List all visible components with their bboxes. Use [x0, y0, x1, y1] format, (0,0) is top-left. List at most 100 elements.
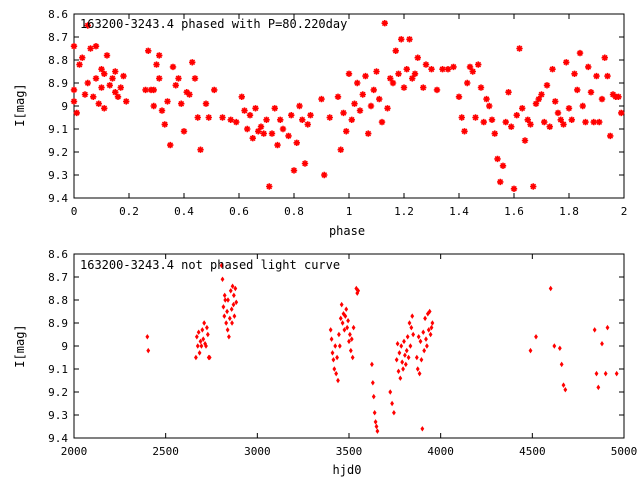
phased-data-point — [244, 126, 250, 132]
phased-data-point — [285, 133, 291, 139]
phased-data-point — [343, 128, 349, 134]
canvas-background — [0, 0, 640, 480]
phased-data-point — [93, 43, 99, 49]
phased-data-point — [552, 98, 558, 104]
phased-y-tick-label: 8.8 — [48, 54, 68, 67]
phased-data-point — [549, 66, 555, 72]
phased-data-point — [156, 75, 162, 81]
phased-data-point — [503, 119, 509, 125]
phased-data-point — [294, 140, 300, 146]
phased-data-point — [74, 110, 80, 116]
unphased-x-tick-label: 3500 — [336, 445, 363, 458]
phased-data-point — [577, 50, 583, 56]
phased-data-point — [464, 80, 470, 86]
phased-data-point — [189, 59, 195, 65]
phased-data-point — [530, 183, 536, 189]
phased-data-point — [261, 130, 267, 136]
phased-data-point — [376, 96, 382, 102]
phased-x-tick-label: 1.8 — [559, 205, 579, 218]
phased-data-point — [544, 82, 550, 88]
unphased-y-tick-label: 8.8 — [48, 294, 68, 307]
phased-data-point — [618, 110, 624, 116]
phased-data-point — [170, 64, 176, 70]
phased-data-point — [585, 64, 591, 70]
phased-data-point — [470, 68, 476, 74]
phased-data-point — [274, 142, 280, 148]
phased-data-point — [492, 130, 498, 136]
phased-data-point — [327, 114, 333, 120]
phased-data-point — [159, 107, 165, 113]
phased-data-point — [395, 71, 401, 77]
phased-y-tick-label: 9.1 — [48, 123, 68, 136]
phased-data-point — [219, 114, 225, 120]
phased-data-point — [481, 119, 487, 125]
unphased-x-tick-label: 4500 — [519, 445, 546, 458]
phased-data-point — [109, 75, 115, 81]
phased-data-point — [186, 91, 192, 97]
phased-data-point — [296, 103, 302, 109]
phased-data-point — [404, 66, 410, 72]
phased-data-point — [96, 101, 102, 107]
phased-data-point — [519, 105, 525, 111]
unphased-y-tick-label: 9.1 — [48, 363, 68, 376]
phased-data-point — [456, 94, 462, 100]
unphased-y-axis-label: I[mag] — [13, 324, 27, 367]
phased-y-tick-label: 9.2 — [48, 146, 68, 159]
phased-data-point — [599, 96, 605, 102]
phased-data-point — [280, 126, 286, 132]
phased-data-point — [346, 71, 352, 77]
phased-data-point — [486, 103, 492, 109]
phased-data-point — [428, 66, 434, 72]
phased-data-point — [580, 103, 586, 109]
phased-data-point — [362, 73, 368, 79]
phased-x-tick-label: 1.4 — [449, 205, 469, 218]
phased-data-point — [305, 121, 311, 127]
phased-data-point — [478, 84, 484, 90]
unphased-x-tick-label: 2500 — [152, 445, 179, 458]
phased-data-point — [393, 48, 399, 54]
phased-x-tick-label: 1 — [346, 205, 353, 218]
phased-y-tick-label: 8.7 — [48, 31, 68, 44]
phased-data-point — [71, 43, 77, 49]
phased-data-point — [582, 119, 588, 125]
phased-data-point — [151, 87, 157, 93]
phased-data-point — [90, 94, 96, 100]
phased-data-point — [302, 160, 308, 166]
phased-data-point — [252, 105, 258, 111]
phased-data-point — [288, 112, 294, 118]
unphased-x-axis-label: hjd0 — [333, 463, 362, 477]
phased-data-point — [607, 133, 613, 139]
phased-data-point — [522, 137, 528, 143]
phased-data-point — [340, 110, 346, 116]
phased-data-point — [247, 112, 253, 118]
phased-data-point — [511, 186, 517, 192]
phased-data-point — [338, 147, 344, 153]
unphased-x-tick-label: 4000 — [427, 445, 454, 458]
phased-y-tick-label: 8.9 — [48, 77, 68, 90]
phased-data-point — [206, 114, 212, 120]
phased-data-point — [98, 84, 104, 90]
phased-data-point — [371, 87, 377, 93]
phased-data-point — [555, 110, 561, 116]
phased-data-point — [445, 66, 451, 72]
phased-y-tick-label: 9.3 — [48, 169, 68, 182]
phased-data-point — [588, 89, 594, 95]
phased-data-point — [593, 73, 599, 79]
phased-data-point — [145, 48, 151, 54]
phased-data-point — [318, 96, 324, 102]
phased-data-point — [390, 80, 396, 86]
phased-data-point — [335, 94, 341, 100]
phased-data-point — [107, 82, 113, 88]
unphased-y-tick-label: 8.6 — [48, 248, 68, 261]
phased-x-tick-label: 0 — [71, 205, 78, 218]
phased-data-point — [434, 87, 440, 93]
unphased-y-tick-label: 9 — [61, 340, 68, 353]
phased-data-point — [560, 121, 566, 127]
phased-data-point — [120, 73, 126, 79]
phased-data-point — [398, 36, 404, 42]
phased-data-point — [357, 107, 363, 113]
phased-data-point — [203, 101, 209, 107]
phased-data-point — [541, 119, 547, 125]
unphased-y-tick-label: 8.7 — [48, 271, 68, 284]
phased-data-point — [85, 80, 91, 86]
